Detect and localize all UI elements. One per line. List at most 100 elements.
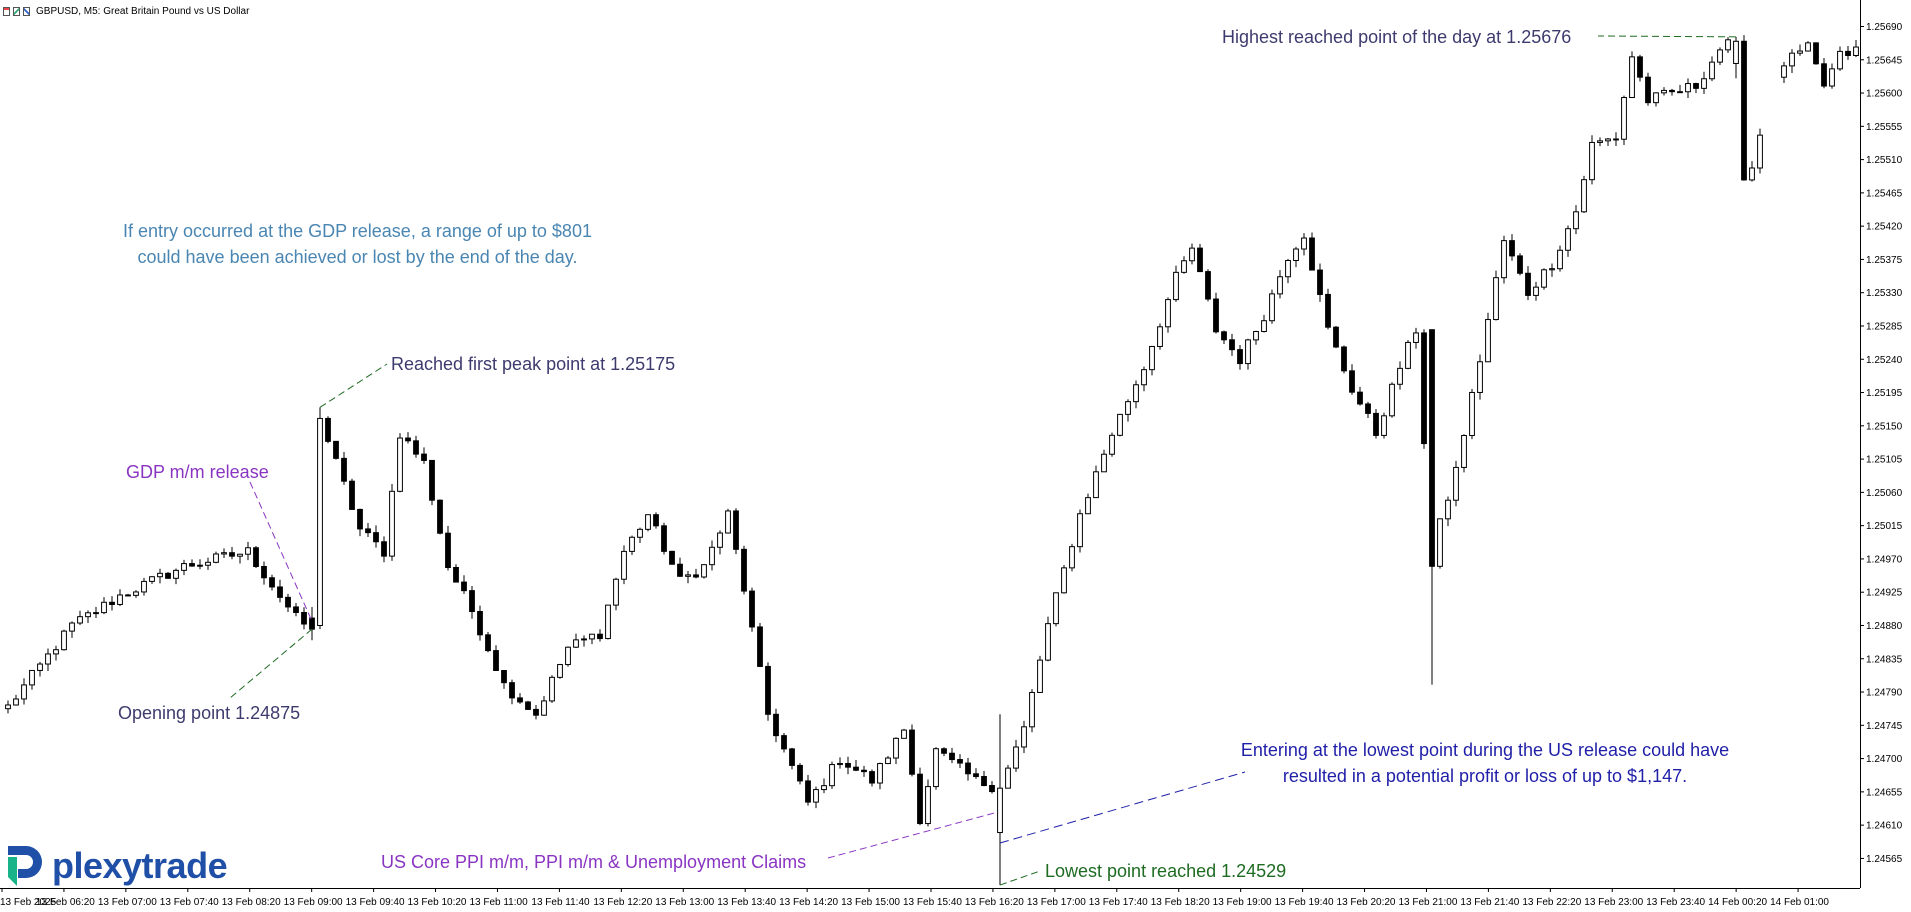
- candle-body: [573, 639, 579, 648]
- candle-body: [21, 684, 27, 700]
- candle-body: [381, 541, 387, 557]
- candle-body: [965, 762, 971, 775]
- highest-point-annotation: Highest reached point of the day at 1.25…: [1222, 27, 1572, 47]
- candle-body: [1397, 367, 1403, 385]
- time-axis-label: 13 Feb 07:00: [98, 897, 157, 908]
- price-axis-label: 1.25105: [1866, 455, 1903, 466]
- candle-body: [1005, 767, 1011, 789]
- time-axis-label: 13 Feb 18:20: [1151, 897, 1210, 908]
- candle-body: [5, 704, 11, 710]
- candle-body: [1629, 56, 1635, 99]
- candle-body: [789, 748, 795, 766]
- candle-body: [845, 762, 851, 768]
- price-axis-label: 1.24880: [1866, 621, 1903, 632]
- candle-body: [1253, 331, 1259, 341]
- candle-body: [829, 764, 835, 787]
- candle-body: [1021, 726, 1027, 748]
- price-axis-label: 1.24925: [1866, 588, 1903, 599]
- candle-body: [613, 578, 619, 606]
- candle-body: [693, 574, 699, 578]
- chart-title: GBPUSD, M5: Great Britain Pound vs US Do…: [36, 5, 250, 17]
- candle-body: [853, 766, 859, 771]
- candle-body: [1413, 332, 1419, 343]
- candle-body: [1149, 345, 1155, 371]
- candle-body: [1069, 546, 1075, 569]
- time-axis-label: 13 Feb 11:00: [469, 897, 528, 908]
- time-axis-label: 13 Feb 09:00: [284, 897, 343, 908]
- candle-body: [1205, 271, 1211, 300]
- us-entry-line-2: resulted in a potential profit or loss o…: [1282, 766, 1688, 786]
- price-axis-label: 1.25285: [1866, 321, 1903, 332]
- candle-body: [133, 591, 139, 596]
- candle-body: [197, 564, 203, 567]
- candle-body: [709, 546, 715, 566]
- candle-body: [1125, 401, 1131, 415]
- candle-body: [517, 697, 523, 703]
- candle-body: [1405, 341, 1411, 369]
- candle-body: [1501, 240, 1507, 279]
- candle-body: [1349, 370, 1355, 393]
- candle-body: [229, 552, 235, 557]
- candle-body: [1445, 499, 1451, 520]
- candle-body: [1197, 247, 1203, 273]
- candle-body: [1045, 623, 1051, 661]
- candle-body: [1133, 384, 1139, 403]
- candle-body: [1549, 268, 1555, 271]
- candle-body: [1693, 83, 1699, 89]
- candle-body: [165, 572, 171, 579]
- candle-body: [1525, 272, 1531, 296]
- time-axis-label: 13 Feb 17:40: [1089, 897, 1148, 908]
- candle-body: [1389, 383, 1395, 417]
- candle-body: [117, 594, 123, 605]
- first-peak-annotation: Reached first peak point at 1.25175: [391, 354, 676, 374]
- candle-body: [181, 563, 187, 571]
- candle-body: [477, 611, 483, 636]
- gdp-range-annotation: If entry occurred at the GDP release, a …: [90, 218, 625, 270]
- candle-body: [61, 630, 67, 651]
- candle-body: [1429, 329, 1435, 567]
- candle-body: [405, 437, 411, 442]
- candle-body: [701, 564, 707, 578]
- candle-body: [53, 649, 59, 655]
- time-axis-label: 14 Feb 01:00: [1770, 897, 1829, 908]
- candle-body: [109, 601, 115, 605]
- candle-body: [93, 612, 99, 615]
- time-axis-label: 13 Feb 12:20: [593, 897, 652, 908]
- candle-body: [429, 459, 435, 501]
- candle-body: [1797, 50, 1803, 54]
- candle-body: [597, 633, 603, 640]
- opening-point-annotation: Opening point 1.24875: [118, 703, 301, 723]
- candle-body: [1533, 286, 1539, 296]
- time-axis-label: 13 Feb 13:00: [655, 897, 714, 908]
- candle-body: [1245, 339, 1251, 365]
- candle-body: [741, 548, 747, 592]
- candle-body: [1781, 65, 1787, 78]
- candle-body: [1357, 391, 1363, 405]
- candle-body: [781, 735, 787, 750]
- candle-body: [549, 676, 555, 702]
- candle-body: [1789, 52, 1795, 67]
- candle-body: [1461, 435, 1467, 468]
- time-axis-label: 13 Feb 15:40: [903, 897, 962, 908]
- candle-body: [485, 634, 491, 652]
- candle-body: [1373, 412, 1379, 436]
- candle-body: [1637, 56, 1643, 78]
- candle-body: [213, 553, 219, 563]
- candle-body: [1037, 659, 1043, 693]
- candle-body: [1669, 89, 1675, 93]
- candle-body: [757, 626, 763, 667]
- candle-body: [325, 417, 331, 442]
- chart-window-icon: [23, 6, 30, 16]
- candle-body: [1685, 83, 1691, 93]
- candle-body: [453, 566, 459, 583]
- time-axis-label: 13 Feb 14:20: [779, 897, 838, 908]
- time-axis-label: 13 Feb 23:40: [1646, 897, 1705, 908]
- candle-body: [933, 748, 939, 788]
- candle-body: [1573, 211, 1579, 230]
- candle-body: [1541, 269, 1547, 288]
- us-entry-line-1: Entering at the lowest point during the …: [1240, 740, 1730, 760]
- candle-body: [1213, 298, 1219, 333]
- guide-line-us-release: [827, 811, 999, 859]
- time-axis-label: 13 Feb 19:00: [1213, 897, 1272, 908]
